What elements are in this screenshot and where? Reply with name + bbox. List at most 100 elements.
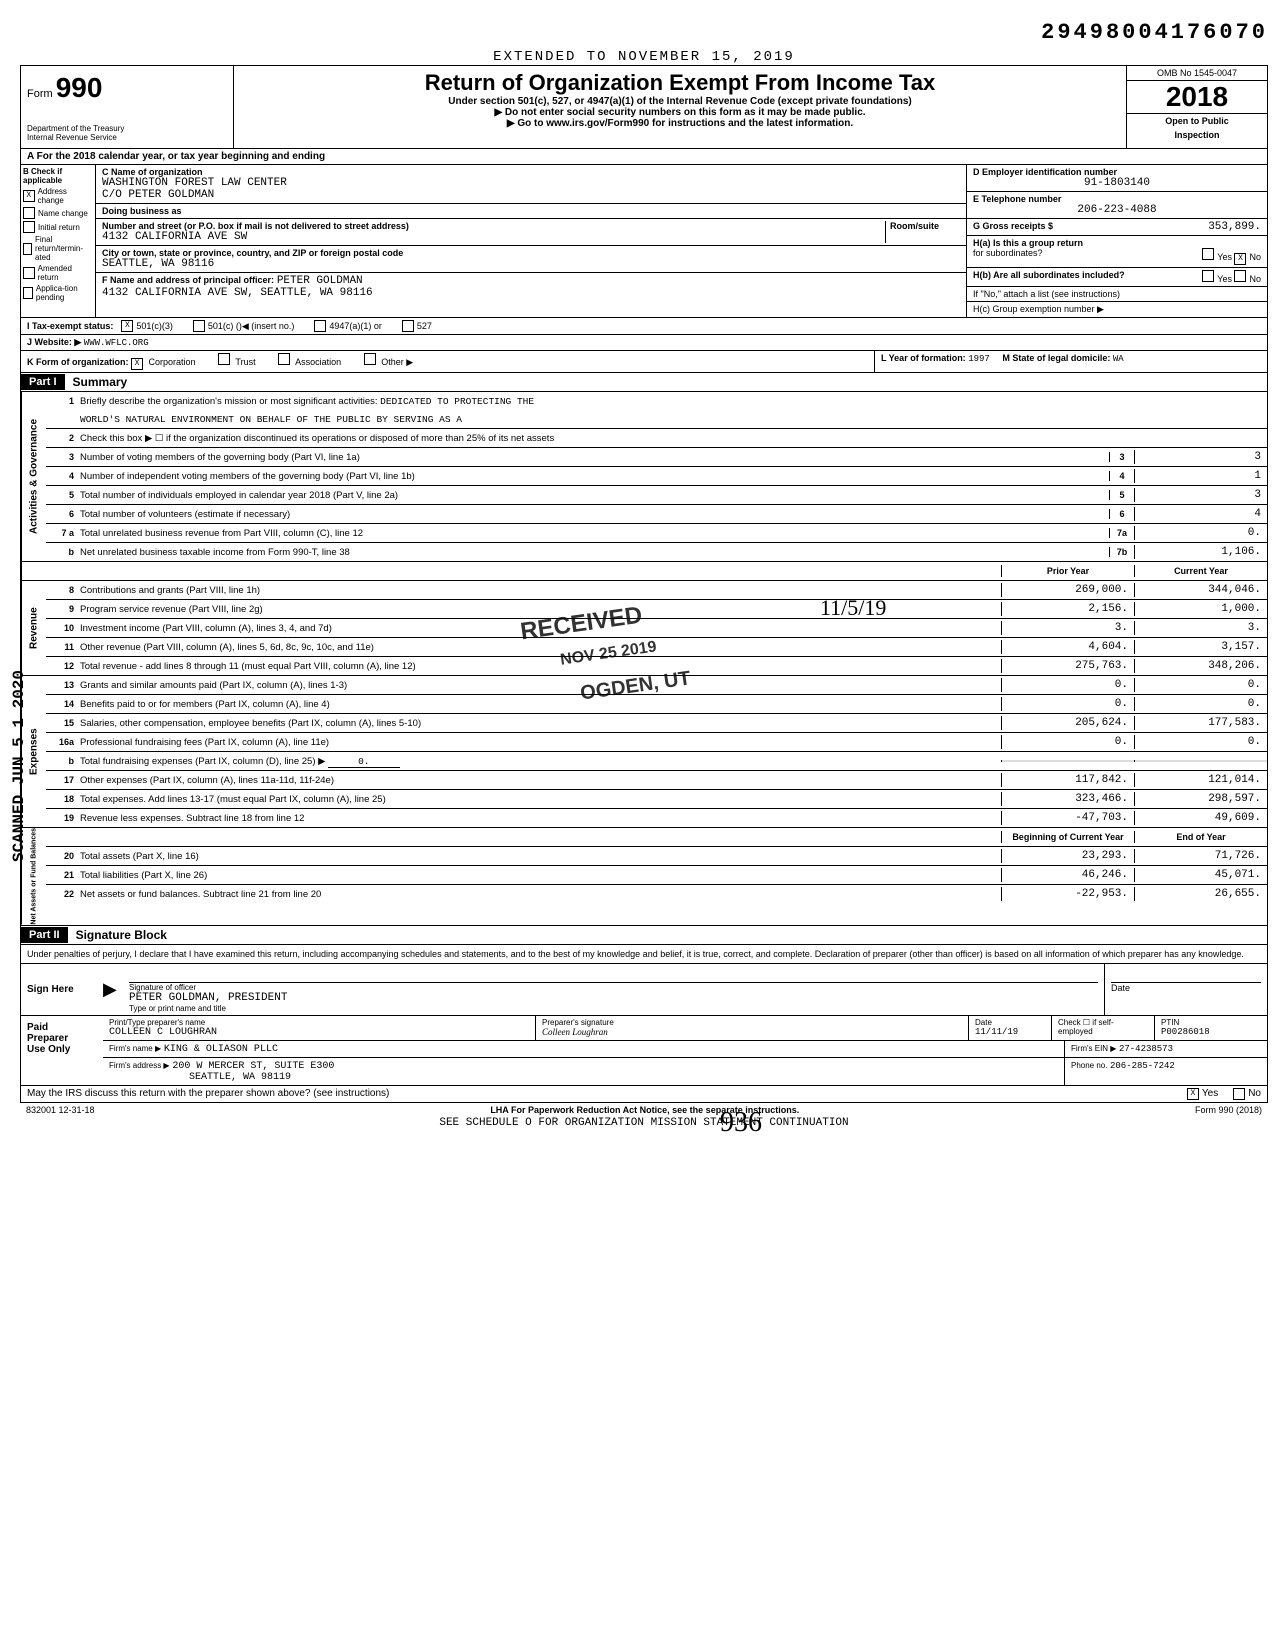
line-11: Other revenue (Part VIII, column (A), li…	[80, 641, 1001, 654]
handwritten-date: 11/5/19	[820, 595, 886, 621]
tax-year: 2018	[1127, 81, 1267, 114]
col-begin: Beginning of Current Year	[1001, 831, 1134, 843]
i-4947-box	[314, 320, 326, 332]
k-assoc-box	[278, 353, 290, 365]
line-7a-num: 7 a	[46, 528, 80, 538]
year-columns-header: Prior Year Current Year	[20, 562, 1268, 581]
exp-label: Expenses	[21, 676, 46, 827]
line-22: Net assets or fund balances. Subtract li…	[80, 888, 1001, 901]
part-2-header: Part II Signature Block	[20, 926, 1268, 945]
hb-no: No	[1249, 274, 1261, 284]
inspection: Inspection	[1127, 128, 1267, 142]
prior-17: 117,842.	[1001, 773, 1134, 787]
sign-here-label: Sign Here	[21, 964, 103, 1015]
line-1c: WORLD'S NATURAL ENVIRONMENT ON BEHALF OF…	[80, 413, 1267, 426]
prior-14: 0.	[1001, 697, 1134, 711]
line-15: Salaries, other compensation, employee b…	[80, 717, 1001, 730]
row-j: J Website: ▶ WWW.WFLC.ORG	[20, 335, 1268, 351]
k-trust: Trust	[235, 357, 255, 367]
irs-label: Internal Revenue Service	[27, 133, 227, 142]
col-prior: Prior Year	[1001, 565, 1134, 577]
form-number-box: Form 990 Department of the Treasury Inte…	[21, 66, 234, 148]
g-label: G Gross receipts $	[973, 221, 1053, 233]
check-amended	[23, 267, 35, 279]
prep-name-label: Print/Type preparer's name	[109, 1018, 529, 1027]
begin-21: 46,246.	[1001, 868, 1134, 882]
extended-date: EXTENDED TO NOVEMBER 15, 2019	[20, 49, 1268, 65]
line-16a: Professional fundraising fees (Part IX, …	[80, 736, 1001, 749]
c-dba-label: Doing business as	[102, 206, 960, 216]
governance-section: Activities & Governance 1 Briefly descri…	[20, 392, 1268, 562]
signature-block: Under penalties of perjury, I declare th…	[20, 945, 1268, 1103]
discuss-label: May the IRS discuss this return with the…	[27, 1088, 1187, 1099]
line-7b: Net unrelated business taxable income fr…	[80, 546, 1109, 559]
revenue-section: Revenue 8Contributions and grants (Part …	[20, 581, 1268, 676]
j-website: WWW.WFLC.ORG	[84, 338, 149, 348]
col-end: End of Year	[1134, 831, 1267, 843]
label-final: Final return/termin-ated	[35, 235, 93, 262]
label-address-change: Address change	[38, 187, 93, 205]
c-room-label: Room/suite	[890, 221, 960, 231]
end-22: 26,655.	[1134, 887, 1267, 901]
c-name: WASHINGTON FOREST LAW CENTER	[102, 177, 960, 189]
d-label: D Employer identification number	[973, 167, 1261, 177]
paid-label: Paid	[27, 1022, 48, 1033]
k-corp-box: X	[131, 358, 143, 370]
paid-preparer-row: Paid Preparer Use Only Print/Type prepar…	[21, 1016, 1267, 1086]
ha-sub: for subordinates?	[973, 248, 1043, 265]
l-label: L Year of formation:	[881, 353, 966, 363]
line-1-num: 1	[46, 396, 80, 406]
form-title-box: Return of Organization Exempt From Incom…	[234, 66, 1126, 148]
prior-9: 2,156.	[1001, 602, 1134, 616]
hb-label: H(b) Are all subordinates included?	[973, 270, 1125, 284]
discuss-no: No	[1248, 1088, 1261, 1099]
c-co: C/O PETER GOLDMAN	[102, 189, 960, 201]
c-city-label: City or town, state or province, country…	[102, 248, 960, 258]
form-header: Form 990 Department of the Treasury Inte…	[20, 65, 1268, 149]
m-label: M State of legal domicile:	[1002, 353, 1110, 363]
net-assets-section: Net Assets or Fund Balances Beginning of…	[20, 828, 1268, 926]
e-label: E Telephone number	[973, 194, 1261, 204]
firm-addr-label: Firm's address ▶	[109, 1061, 170, 1070]
ha-yes: Yes	[1217, 252, 1232, 262]
penalties-text: Under penalties of perjury, I declare th…	[21, 945, 1267, 964]
arrow-icon: ▶	[103, 964, 123, 1015]
line-13: Grants and similar amounts paid (Part IX…	[80, 679, 1001, 692]
val-3: 3	[1134, 450, 1267, 464]
c-f-name: PETER GOLDMAN	[277, 275, 363, 287]
form-prefix: Form	[27, 88, 53, 100]
hb-note: If "No," attach a list (see instructions…	[967, 287, 1267, 302]
form-subtitle-3: ▶ Go to www.irs.gov/Form990 for instruct…	[238, 118, 1122, 129]
open-public: Open to Public	[1127, 114, 1267, 128]
i-insert: )◀ (insert no.)	[239, 321, 294, 332]
i-c3-box: X	[121, 320, 133, 332]
col-current: Current Year	[1134, 565, 1267, 577]
line-12: Total revenue - add lines 8 through 11 (…	[80, 660, 1001, 673]
entity-info-grid: B Check if applicable XAddress change Na…	[20, 165, 1268, 318]
curr-18: 298,597.	[1134, 792, 1267, 806]
box-5: 5	[1109, 490, 1134, 500]
i-4947: 4947(a)(1) or	[329, 321, 382, 331]
val-16b: 0.	[328, 756, 399, 768]
curr-15: 177,583.	[1134, 716, 1267, 730]
line-2: Check this box ▶ ☐ if the organization d…	[80, 432, 1267, 445]
curr-12: 348,206.	[1134, 659, 1267, 673]
curr-8: 344,046.	[1134, 583, 1267, 597]
phone-label: Phone no.	[1071, 1061, 1107, 1070]
part-1-title: Summary	[65, 373, 136, 391]
val-6: 4	[1134, 507, 1267, 521]
check-self: Check ☐ if self-employed	[1051, 1016, 1154, 1040]
end-20: 71,726.	[1134, 849, 1267, 863]
val-7a: 0.	[1134, 526, 1267, 540]
form-subtitle-1: Under section 501(c), 527, or 4947(a)(1)…	[238, 96, 1122, 107]
l-year: 1997	[968, 354, 990, 364]
omb-number: OMB No 1545-0047	[1127, 66, 1267, 81]
box-4: 4	[1109, 471, 1134, 481]
part-1-header: Part I Summary	[20, 373, 1268, 392]
check-name	[23, 207, 35, 219]
curr-9: 1,000.	[1134, 602, 1267, 616]
expenses-section: Expenses 13Grants and similar amounts pa…	[20, 676, 1268, 828]
ptin: P00286018	[1161, 1027, 1261, 1037]
curr-19: 49,609.	[1134, 811, 1267, 825]
line-7b-num: b	[46, 547, 80, 557]
